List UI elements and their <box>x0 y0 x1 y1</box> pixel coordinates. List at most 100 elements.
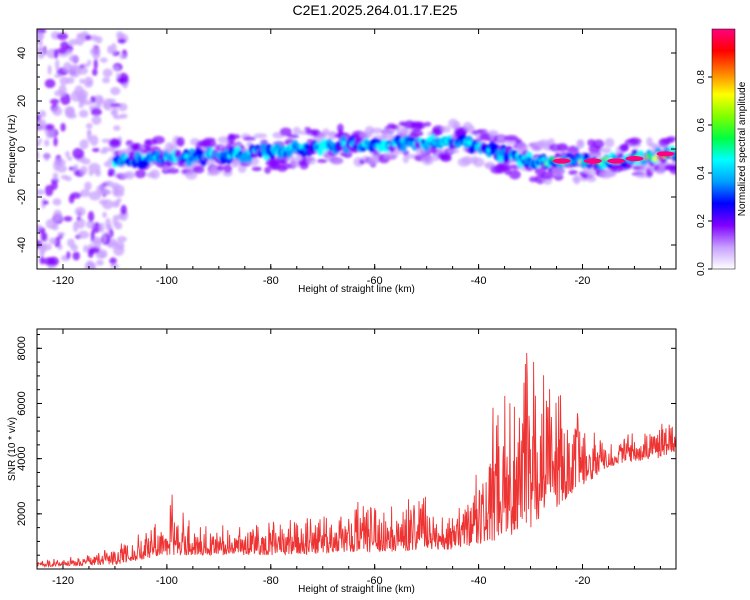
noise-cell <box>54 158 66 167</box>
noise-cell <box>102 68 113 78</box>
noise-cell <box>48 237 57 245</box>
noise-cell <box>86 130 92 142</box>
snr-y-axis: 2000 4000 6000 8000 <box>16 334 676 556</box>
noise-cell <box>37 151 40 160</box>
noise-cell <box>56 32 68 41</box>
noise-cell <box>63 215 73 222</box>
noise-cell <box>87 210 95 223</box>
noise-cell <box>37 141 41 147</box>
noise-cell <box>52 172 59 181</box>
halo-cell <box>619 143 629 153</box>
noise-cell <box>109 102 122 108</box>
noise-cell <box>40 231 48 242</box>
noise-cell <box>72 251 81 261</box>
halo-cell <box>487 130 499 136</box>
chart-title: C2E1.2025.264.01.17.E25 <box>292 2 458 18</box>
colorbar-axis: 0.0 0.2 0.4 0.6 0.8 <box>696 70 712 276</box>
halo-cell <box>251 166 262 172</box>
noise-cell <box>37 224 42 230</box>
halo-cell <box>316 158 328 163</box>
noise-cell <box>102 102 111 109</box>
noise-cell <box>105 217 111 230</box>
x-tick-label: -80 <box>263 275 279 287</box>
noise-cell <box>86 220 95 229</box>
halo-cell <box>279 127 292 137</box>
halo-cell <box>229 134 241 140</box>
spectrogram <box>37 29 676 269</box>
x-tick-label: -60 <box>367 275 383 287</box>
noise-cell <box>89 262 96 269</box>
halo-cell <box>446 148 460 154</box>
halo-cell <box>264 166 272 174</box>
halo-cell <box>566 145 580 154</box>
noise-cell <box>98 199 108 205</box>
noise-cell <box>91 222 102 233</box>
noise-cell <box>87 248 94 258</box>
noise-cell <box>113 125 121 131</box>
noise-cell <box>37 46 44 52</box>
noise-cell <box>102 233 107 243</box>
noise-cell <box>111 105 119 118</box>
spectrogram-x-axis: -120 -100 -80 -60 -40 -20 <box>36 29 661 287</box>
noise-cell <box>93 239 102 248</box>
halo-cell <box>572 176 582 183</box>
spectrogram-y-axis: -40 -20 0 20 40 <box>16 28 676 270</box>
halo-cell <box>509 169 521 180</box>
halo-cell <box>202 139 217 149</box>
halo-cell <box>504 135 518 142</box>
y-tick-label: 20 <box>16 95 28 107</box>
noise-cell <box>42 200 49 205</box>
halo-cell <box>576 139 585 149</box>
colorbar <box>711 28 736 270</box>
x-tick-label: -20 <box>575 575 591 587</box>
noise-cell <box>60 41 70 49</box>
noise-cell <box>83 244 89 253</box>
noise-cell <box>60 174 69 180</box>
halo-cell <box>556 143 568 152</box>
noise-cell <box>39 249 45 257</box>
noise-cell <box>68 194 75 204</box>
halo-cell <box>424 121 432 127</box>
x-tick-label: -40 <box>471 275 487 287</box>
snr-x-axis: -120 -100 -80 -60 -40 -20 <box>36 329 661 587</box>
halo-cell <box>415 121 426 130</box>
noise-cell <box>90 230 95 241</box>
colorbar-tick-label: 0.6 <box>696 118 707 132</box>
y-tick-label: 6000 <box>16 391 28 415</box>
noise-cell <box>102 77 111 84</box>
noise-cell <box>119 54 126 60</box>
noise-cell <box>110 86 121 96</box>
halo-cell <box>134 169 147 179</box>
ridge-core <box>652 156 658 162</box>
noise-cell <box>91 115 102 125</box>
noise-cell <box>41 243 52 251</box>
noise-cell <box>66 251 71 260</box>
noise-cell <box>105 180 114 187</box>
noise-cell <box>76 216 81 221</box>
x-tick-label: -80 <box>263 575 279 587</box>
noise-cell <box>65 150 70 158</box>
noise-cell <box>70 244 78 252</box>
noise-cell <box>63 62 72 72</box>
halo-cell <box>628 137 642 146</box>
noise-cell <box>60 92 71 105</box>
noise-cell <box>96 259 104 266</box>
y-tick-label: 8000 <box>16 336 28 360</box>
halo-cell <box>568 170 578 176</box>
y-tick-label: 40 <box>16 47 28 59</box>
halo-cell <box>410 130 424 138</box>
noise-cell <box>84 181 92 191</box>
halo-cell <box>586 175 597 183</box>
noise-cell <box>109 147 116 152</box>
noise-cell <box>44 184 54 197</box>
x-tick-label: -100 <box>156 275 178 287</box>
colorbar-label: Normalized spectral amplitude <box>737 81 748 216</box>
noise-cell <box>52 106 63 116</box>
y-tick-label: -40 <box>16 237 28 253</box>
halo-cell <box>434 128 443 136</box>
noise-cell <box>88 162 101 174</box>
noise-cell <box>44 139 50 147</box>
halo-cell <box>185 170 198 180</box>
ridge-peak <box>625 156 644 162</box>
